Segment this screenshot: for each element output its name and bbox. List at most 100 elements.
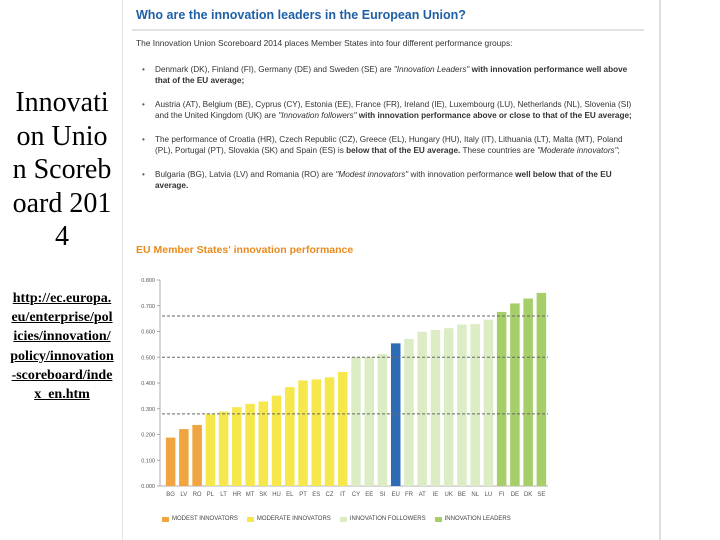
bar-mt [245,403,255,486]
y-tick-label: 0.300 [141,407,155,413]
x-tick-label: BG [166,492,175,498]
list-item-moderate: The performance of Croatia (HR), Czech R… [142,134,642,156]
bar-fr [404,338,414,486]
legend-item: INNOVATION LEADERS [434,516,511,522]
bar-lu [483,319,494,486]
x-tick-label: EE [365,492,373,498]
x-tick-label: BE [458,492,466,498]
y-tick-label: 0.400 [141,381,155,387]
bullet-text: ; [617,146,620,155]
legend-label: INNOVATION LEADERS [444,516,511,522]
bar-es [311,379,322,486]
y-tick-label: 0.100 [141,458,155,464]
legend-label: MODEST INNOVATORS [172,516,238,522]
bullet-text: Bulgaria (BG), Latvia (LV) and Romania (… [155,170,336,179]
bar-be [457,324,467,486]
bar-dk [523,298,533,486]
x-tick-label: IE [433,492,439,498]
bullet-emphasis: below that of the EU average. [346,146,461,155]
legend-label: MODERATE INNOVATORS [256,516,331,522]
slide-title: Innovation Union Scoreboard 2014 [12,87,112,252]
x-tick-label: LV [180,492,187,498]
x-tick-label: IT [340,492,346,498]
x-tick-label: FR [405,492,414,498]
bar-ro [192,424,202,486]
legend-swatch [246,516,254,522]
bar-fi [496,311,507,486]
bar-at [417,331,427,486]
x-tick-label: LT [220,492,227,498]
x-tick-label: UK [445,492,453,498]
panel-intro: The Innovation Union Scoreboard 2014 pla… [136,38,513,48]
bar-hr [232,407,242,486]
bullet-emphasis: well below that of the EU average. [155,170,612,190]
bar-lt [218,411,229,486]
list-item-leaders: Denmark (DK), Finland (FI), Germany (DE)… [142,64,642,86]
legend-item: INNOVATION FOLLOWERS [339,516,426,522]
bullet-text: The performance of Croatia (HR), Czech R… [155,135,623,155]
panel-heading: Who are the innovation leaders in the Eu… [136,8,466,22]
chart-title: EU Member States' innovation performance [136,244,354,256]
bullet-group-name: "Innovation Leaders" [393,65,470,74]
bar-de [510,303,520,486]
legend-swatch [339,516,347,522]
bar-it [337,371,348,486]
bar-lv [179,429,189,486]
bar-sk [258,401,269,486]
bullet-text: with innovation performance [408,170,516,179]
x-tick-label: HR [232,492,241,498]
y-tick-label: 0.200 [141,433,155,439]
x-tick-label: DK [524,492,532,498]
chart-legend: MODEST INNOVATORS MODERATE INNOVATORS INNO… [162,516,511,522]
bar-el [285,387,295,486]
x-tick-label: MT [246,492,255,498]
x-tick-label: DE [511,492,519,498]
bar-uk [443,328,454,486]
bullet-emphasis: with innovation performance well above t… [155,65,628,85]
bullet-group-name: "Innovation followers" [278,111,357,120]
bar-nl [470,324,480,486]
x-tick-label: ES [312,492,320,498]
x-tick-label: NL [471,492,479,498]
group-list: Denmark (DK), Finland (FI), Germany (DE)… [142,64,642,204]
x-tick-label: AT [419,492,427,498]
bar-ie [430,329,441,486]
x-tick-label: CZ [326,492,334,498]
x-tick-label: PT [299,492,307,498]
bar-cy [351,356,361,486]
legend-item: MODEST INNOVATORS [162,516,238,522]
legend-swatch [162,516,169,522]
bullet-emphasis: with innovation performance above or clo… [356,111,632,120]
x-tick-label: SI [380,492,386,498]
x-tick-label: CY [352,492,360,498]
bar-si [377,353,388,486]
x-tick-label: RO [193,492,202,498]
x-tick-label: HU [272,492,281,498]
bullet-group-name: "Modest innovators" [335,170,409,179]
x-tick-label: SE [537,492,545,498]
bar-pt [298,380,308,486]
x-tick-label: PL [207,492,215,498]
bullet-group-name: "Moderate innovators" [537,146,618,155]
x-tick-label: SK [259,492,267,498]
performance-bar-chart: 0.000 0.100 0.200 0.300 0.400 0.500 0.600 0.700… [141,278,548,498]
y-tick-label: 0.500 [141,355,155,361]
legend-label: INNOVATION FOLLOWERS [349,516,426,522]
bullet-text: Austria (AT), Belgium (BE), Cyprus (CY),… [155,100,632,120]
legend-item: MODERATE INNOVATORS [246,516,331,522]
legend-swatch [434,516,442,522]
bar-hu [271,395,282,486]
bullet-text: These countries are [460,146,538,155]
bullet-text: Denmark (DK), Finland (FI), Germany (DE)… [155,65,394,74]
bar-bg [165,437,176,486]
source-link[interactable]: http://ec.europa.eu/enterprise/policies/… [10,291,114,403]
bar-cz [324,377,335,486]
x-tick-label: LU [485,492,493,498]
x-tick-label: EL [286,492,294,498]
y-tick-label: 0.000 [141,484,155,490]
bar-eu [390,343,401,486]
x-tick-label: FI [499,492,505,498]
bar-se [536,292,547,486]
x-tick-label: EU [392,492,400,498]
list-item-followers: Austria (AT), Belgium (BE), Cyprus (CY),… [142,99,642,121]
